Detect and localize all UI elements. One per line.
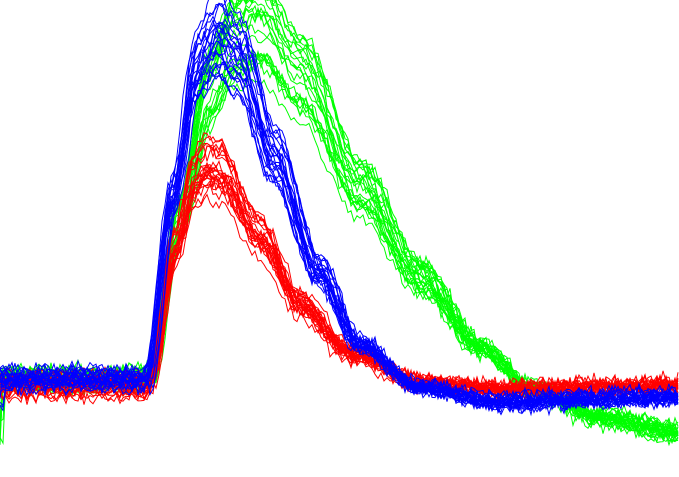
trace-line: [0, 171, 679, 393]
trace-line: [0, 60, 679, 412]
trace-line: [0, 141, 679, 397]
trace-line: [0, 143, 679, 398]
trace-line: [0, 145, 679, 397]
trace-line: [0, 172, 679, 392]
trace-line: [0, 168, 679, 397]
trace-line: [0, 168, 679, 394]
trace-line: [0, 164, 679, 399]
series-traces: [0, 0, 679, 417]
trace-line: [0, 169, 679, 397]
trace-line: [0, 171, 679, 396]
trace-line: [0, 145, 679, 402]
trace-line: [0, 165, 679, 404]
trace-line: [0, 31, 679, 415]
trace-line: [0, 69, 679, 404]
trace-line: [0, 3, 679, 412]
trace-line: [0, 19, 679, 413]
trace-line: [0, 160, 679, 396]
trace-line: [0, 61, 679, 413]
